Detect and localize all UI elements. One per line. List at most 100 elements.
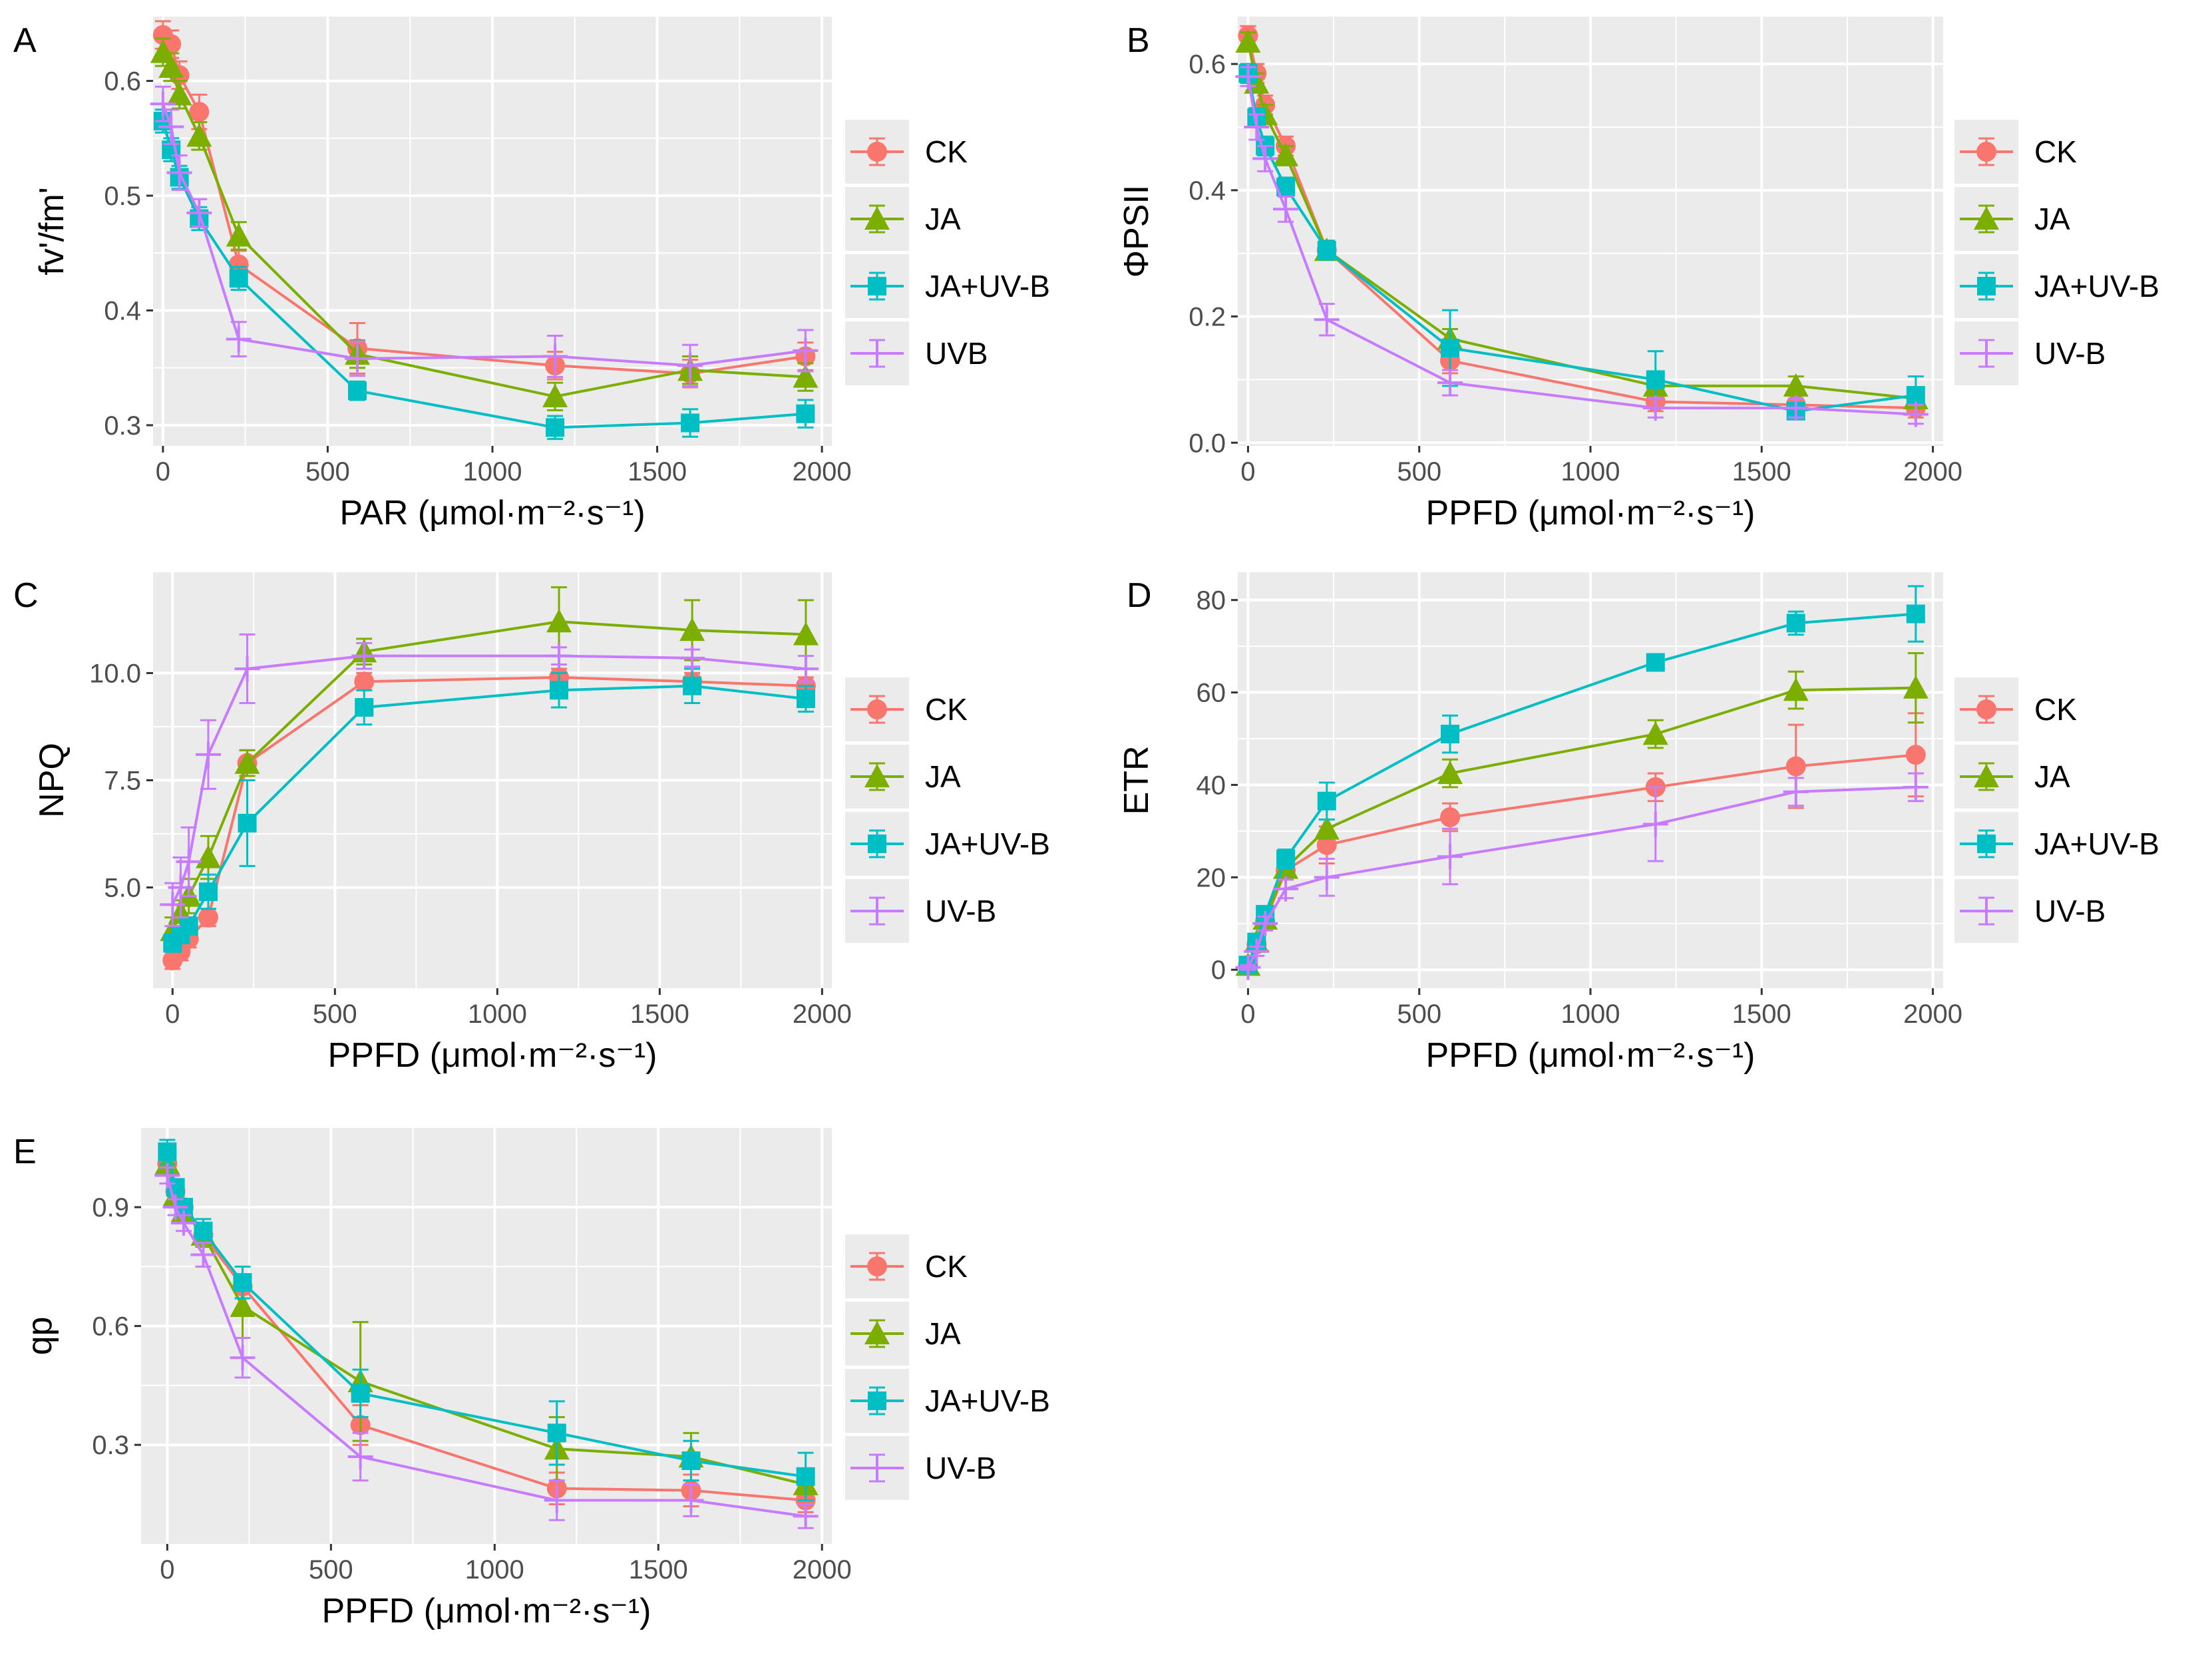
x-tick-label: 500 [1397, 1000, 1441, 1029]
data-point [190, 1242, 216, 1268]
data-point [168, 874, 194, 900]
panel-B: 0 500 1000 1500 2000 0.0 0.2 0.4 0.6 PPFD (μmol·m… [1117, 17, 2159, 532]
data-point [1317, 240, 1336, 260]
data-point [796, 1467, 815, 1486]
data-point [796, 404, 815, 423]
y-tick-label: 60 [1197, 679, 1226, 708]
legend-key-marker [867, 142, 887, 162]
legend-item: UV-B [1954, 879, 2106, 943]
x-tick-label: 2000 [793, 1000, 852, 1029]
data-point [351, 643, 377, 669]
data-point [150, 91, 176, 117]
data-point [683, 676, 702, 695]
legend-label: JA [925, 1316, 961, 1351]
y-tick-label: 40 [1197, 771, 1226, 800]
data-point [347, 381, 367, 401]
panel-C: 0 500 1000 1500 2000 5.0 7.5 10.0 PPFD (μmol·m⁻²… [13, 572, 1050, 1075]
data-point [1314, 307, 1340, 333]
y-tick-label: 0.9 [92, 1193, 129, 1222]
legend-item: CK [845, 677, 968, 741]
panel-letter: B [1127, 21, 1150, 60]
legend-key-marker [864, 898, 890, 924]
data-point [679, 617, 705, 642]
data-point [150, 39, 176, 63]
data-point [677, 353, 703, 379]
data-point [550, 681, 569, 700]
x-tick-label: 2000 [1903, 1000, 1962, 1029]
legend-key-marker [1974, 898, 1999, 924]
data-point [678, 1487, 704, 1513]
y-tick-label: 0 [1211, 956, 1226, 985]
series-UVB [150, 85, 819, 387]
legend-label: JA+UV-B [2034, 269, 2159, 303]
legend-key-marker [864, 1455, 890, 1481]
x-tick-label: 2000 [793, 1555, 852, 1584]
data-point [234, 655, 260, 681]
data-point [1273, 876, 1299, 902]
legend-label: JA+UV-B [925, 269, 1050, 303]
data-point [226, 223, 252, 247]
panel-E: 0 500 1000 1500 2000 0.3 0.6 0.9 PPFD (μmol·m⁻²·… [13, 1128, 1050, 1630]
legend-key-marker [1976, 142, 1996, 162]
legend: CK JA JA+UV-B UVB [845, 120, 1050, 385]
legend-label: CK [925, 134, 968, 169]
data-point [547, 1423, 566, 1443]
data-point [1437, 844, 1463, 870]
y-tick-label: 0.0 [1189, 429, 1226, 458]
data-point [170, 1210, 196, 1236]
x-tick-label: 0 [165, 1000, 180, 1029]
panel-letter: E [13, 1133, 37, 1171]
data-point [1235, 29, 1261, 53]
legend: CK JA JA+UV-B UV-B [845, 677, 1050, 943]
legend-item: JA [845, 1302, 961, 1366]
legend-label: UVB [925, 336, 988, 371]
legend-key-marker [1976, 699, 1996, 719]
legend-label: JA [925, 759, 961, 794]
data-point [1252, 146, 1278, 172]
legend: CK JA JA+UV-B UV-B [1954, 120, 2159, 385]
legend-label: JA+UV-B [2034, 827, 2159, 861]
data-point [1316, 834, 1337, 855]
y-tick-label: 0.3 [92, 1431, 129, 1460]
y-tick-label: 0.3 [104, 411, 141, 441]
x-tick-label: 500 [309, 1555, 353, 1584]
data-point [681, 1451, 701, 1470]
data-point [1314, 816, 1340, 840]
data-point [154, 1163, 180, 1189]
data-point [198, 907, 218, 928]
x-tick-label: 500 [313, 1000, 357, 1029]
data-point [1244, 938, 1270, 964]
legend-item: JA+UV-B [845, 812, 1050, 876]
data-point [166, 160, 192, 186]
legend-item: JA+UV-B [845, 1369, 1050, 1433]
data-point [162, 1195, 188, 1220]
data-point [1785, 756, 1806, 777]
y-tick-label: 5.0 [104, 874, 141, 903]
series-UV-B [1235, 64, 1929, 427]
data-point [1786, 614, 1805, 633]
plot-background [141, 1128, 832, 1544]
y-axis-title: fv'/fm' [33, 187, 71, 276]
x-tick-label: 0 [1240, 1000, 1255, 1029]
x-tick-label: 1500 [630, 1000, 689, 1029]
legend-item: CK [1954, 677, 2077, 741]
legend-item: UV-B [1954, 321, 2106, 385]
legend-key-marker [867, 699, 887, 719]
data-point [195, 844, 221, 868]
y-tick-label: 0.6 [92, 1312, 129, 1342]
data-point [544, 1487, 570, 1513]
data-point [793, 364, 819, 388]
data-point [681, 413, 700, 433]
data-point [793, 337, 819, 363]
data-point [158, 114, 184, 140]
x-axis-title: PPFD (μmol·m⁻²·s⁻¹) [1426, 1036, 1755, 1075]
data-point [1783, 677, 1809, 701]
data-point [546, 418, 565, 437]
x-tick-label: 500 [1397, 457, 1441, 486]
data-point [1783, 395, 1809, 421]
panel-letter: A [13, 21, 37, 60]
series-JA+UV-B [1238, 585, 1925, 975]
x-axis-title: PPFD (μmol·m⁻²·s⁻¹) [328, 1036, 657, 1075]
legend-label: UV-B [925, 894, 996, 928]
